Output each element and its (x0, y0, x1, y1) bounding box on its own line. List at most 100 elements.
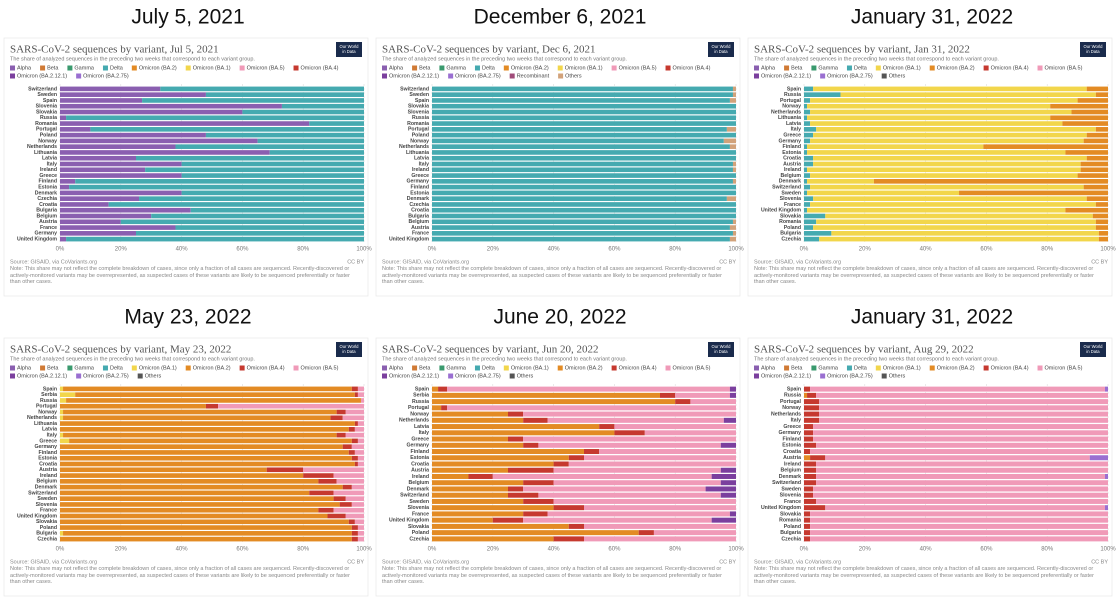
legend-swatch (102, 65, 108, 71)
category-label: Croatia (783, 449, 801, 455)
bar-segment (175, 225, 364, 230)
category-label: Slovenia (780, 493, 801, 499)
bar-segment (60, 403, 206, 409)
category-label: Denmark (779, 474, 801, 480)
x-tick-label: 100% (1100, 247, 1116, 253)
legend-label: Beta (791, 65, 803, 71)
legend-swatch (611, 365, 617, 371)
legend-swatch (185, 65, 191, 71)
bar-segment (723, 138, 736, 144)
bar-segment (441, 405, 448, 411)
legend-swatch (1037, 365, 1043, 371)
bar-segment (60, 127, 91, 132)
bar-segment (813, 492, 1108, 498)
category-label: Slovenia (780, 196, 801, 202)
bar-segment (60, 507, 319, 513)
source: Source: GISAID, via CoVariants.org (10, 259, 97, 265)
bar-segment (336, 409, 346, 415)
bar-segment (729, 225, 736, 230)
bar-segment (819, 411, 1108, 417)
bar-segment (357, 438, 364, 444)
bar-segment (120, 219, 364, 225)
legend-swatch (293, 65, 299, 71)
category-label: Austria (39, 219, 57, 225)
bar-segment (309, 121, 364, 126)
category-label: Switzerland (772, 184, 801, 190)
bar-segment (538, 492, 721, 498)
bar-segment (1080, 161, 1108, 167)
legend-label: Omicron (BA.2.75) (83, 373, 129, 379)
bar-segment (432, 392, 660, 398)
bar-segment (60, 519, 349, 525)
bar-segment (1095, 202, 1108, 207)
bar-segment (1077, 173, 1108, 178)
bar-segment (813, 486, 1108, 492)
category-label: Estonia (38, 184, 57, 190)
bar-segment (804, 231, 832, 236)
bar-segment (804, 92, 841, 97)
category-label: Croatia (411, 208, 429, 214)
bar-segment (1098, 236, 1108, 242)
bar-segment (60, 502, 340, 507)
bar-segment (303, 473, 334, 478)
x-tick-label: 100% (356, 547, 372, 553)
category-label: Denmark (35, 190, 57, 196)
bar-segment (553, 480, 721, 486)
category-label: Greece (783, 424, 801, 430)
bar-segment (160, 86, 364, 92)
category-label: Belgium (37, 213, 58, 219)
bar-segment (732, 167, 736, 173)
bar-segment (711, 517, 736, 523)
bar-segment (584, 536, 736, 542)
bar-segment (60, 225, 176, 230)
category-label: Ireland (412, 167, 429, 173)
bar-segment (492, 473, 712, 479)
legend-label: Alpha (17, 365, 32, 371)
category-label: Germany (779, 138, 802, 144)
panel (3, 337, 369, 597)
category-label: France (784, 202, 801, 208)
category-label: Czechia (781, 536, 801, 542)
bar-segment (819, 405, 1108, 411)
logo-text: Our World (711, 344, 731, 349)
bar-segment (653, 530, 736, 536)
category-label: Poland (40, 132, 57, 138)
category-label: Switzerland (28, 490, 57, 496)
bar-segment (342, 415, 364, 421)
bar-segment (432, 179, 733, 184)
bar-segment (60, 138, 258, 144)
bar-segment (720, 467, 736, 473)
bar-segment (804, 467, 817, 473)
category-label: Slovenia (36, 502, 57, 508)
bar-segment (432, 505, 554, 511)
legend-swatch (881, 73, 887, 79)
legend-swatch (382, 73, 387, 79)
x-tick-label: 0% (428, 247, 437, 253)
category-label: Netherlands (771, 411, 801, 417)
subtitle: The share of analyzed sequences in the p… (10, 56, 255, 62)
category-label: France (40, 225, 57, 231)
bar-segment (60, 479, 319, 484)
bar-segment (432, 109, 736, 115)
subtitle: The share of analyzed sequences in the p… (382, 56, 627, 62)
bar-segment (732, 219, 736, 225)
category-label: Slovenia (408, 109, 429, 115)
category-label: Belgium (409, 480, 430, 486)
bar-segment (60, 179, 76, 184)
bar-segment (60, 386, 64, 392)
bar-segment (804, 196, 814, 201)
category-label: United Kingdom (761, 208, 801, 214)
bar-segment (60, 132, 206, 138)
legend-swatch (10, 365, 15, 371)
bar-segment (523, 486, 706, 492)
bar-segment (804, 517, 811, 523)
bar-segment (432, 103, 736, 109)
bar-segment (804, 511, 811, 517)
panel (375, 337, 741, 597)
category-label: Czechia (409, 202, 429, 208)
bar-segment (568, 523, 584, 529)
bar-segment (333, 490, 364, 496)
bar-segment (1083, 138, 1108, 144)
bar-segment (354, 519, 364, 525)
category-label: Czechia (37, 196, 57, 202)
